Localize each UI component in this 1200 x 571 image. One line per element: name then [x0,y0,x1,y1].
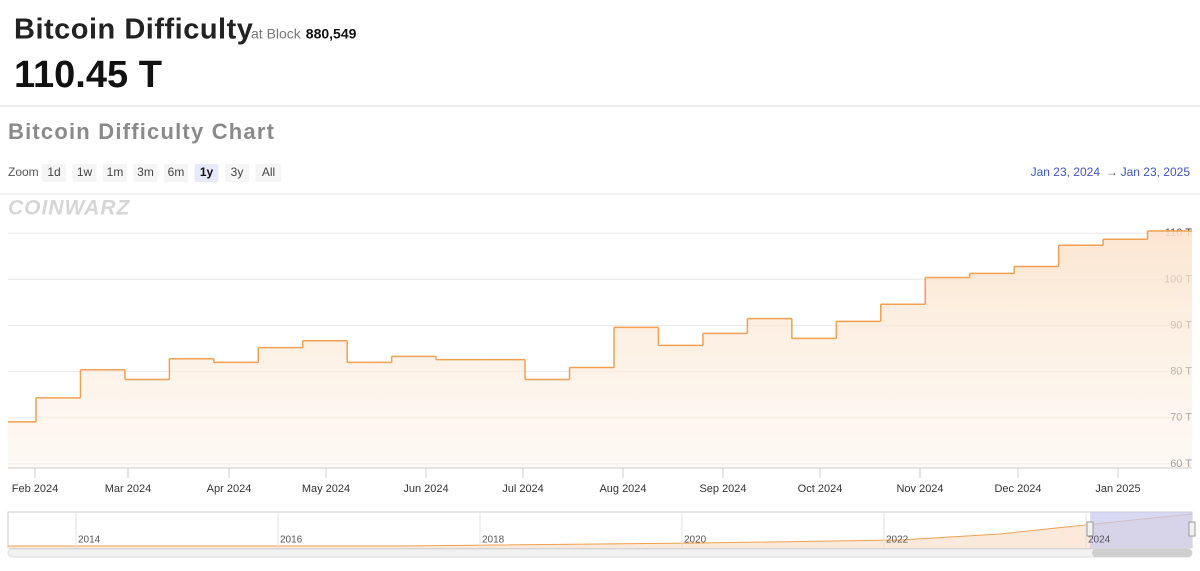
x-tick-label: Feb 2024 [12,483,58,495]
navigator-label: 2016 [280,535,303,546]
zoom-button-label[interactable]: 3m [137,165,154,179]
x-tick-label: Oct 2024 [798,483,843,495]
page-title: Bitcoin Difficulty [14,14,253,46]
navigator-label: 2018 [482,535,505,546]
x-tick-label: Jun 2024 [403,483,448,495]
navigator-label: 2014 [78,535,101,546]
x-tick-label: Aug 2024 [599,483,646,495]
zoom-button-label[interactable]: 1y [200,165,214,179]
zoom-button[interactable] [42,164,66,182]
navigator-line [8,513,1193,547]
zoom-button-label[interactable]: 1d [47,165,60,179]
zoom-button[interactable] [194,164,219,182]
scrollbar-thumb[interactable] [1092,549,1192,557]
zoom-button-label[interactable]: All [262,165,275,179]
watermark: COINWARZ [8,197,130,220]
zoom-button[interactable] [133,164,158,182]
block-prefix: at Block [251,26,302,42]
x-tick-label: Apr 2024 [207,483,252,495]
range-to[interactable]: Jan 23, 2025 [1121,165,1191,179]
zoom-button-label[interactable]: 1m [107,165,124,179]
zoom-button[interactable] [103,164,127,182]
zoom-button[interactable] [72,164,97,182]
zoom-button-label[interactable]: 3y [231,165,244,179]
zoom-button[interactable] [164,164,188,182]
range-from[interactable]: Jan 23, 2024 [1031,165,1101,179]
zoom-button[interactable] [255,164,282,182]
navigator-selection[interactable] [1090,512,1192,548]
navigator-label: 2022 [886,535,909,546]
x-tick-label: Jan 2025 [1095,483,1140,495]
zoom-button[interactable] [225,164,249,182]
x-tick-label: Jul 2024 [502,483,544,495]
navigator-labels: 2014 2016 2018 2020 2022 2024 [75,512,1111,548]
navigator-label: 2020 [684,535,707,546]
zoom-button-label[interactable]: 6m [168,165,185,179]
chart-heading: Bitcoin Difficulty Chart [8,119,275,144]
navigator-handle[interactable] [1188,521,1196,537]
area [8,230,1192,468]
zoom-buttons: 1d 1w 1m 3m 6m 1y 3y All [42,164,282,182]
x-tick-label: Sep 2024 [699,483,746,495]
difficulty-value: 110.45 T [14,54,162,96]
navigator-area [8,514,1192,548]
zoom-label: Zoom [8,165,39,179]
range-arrow: → [1106,165,1118,179]
navigator-handle[interactable] [1086,521,1094,537]
scrollbar-track [7,548,1193,558]
x-tick-label: Mar 2024 [105,483,151,495]
zoom-button-label[interactable]: 1w [77,165,93,179]
x-tick-label: Dec 2024 [994,483,1041,495]
x-tick-label: Nov 2024 [896,483,943,495]
navigator-label: 2024 [1088,535,1111,546]
x-tick-label: May 2024 [302,483,350,495]
block-number: 880,549 [306,26,357,42]
